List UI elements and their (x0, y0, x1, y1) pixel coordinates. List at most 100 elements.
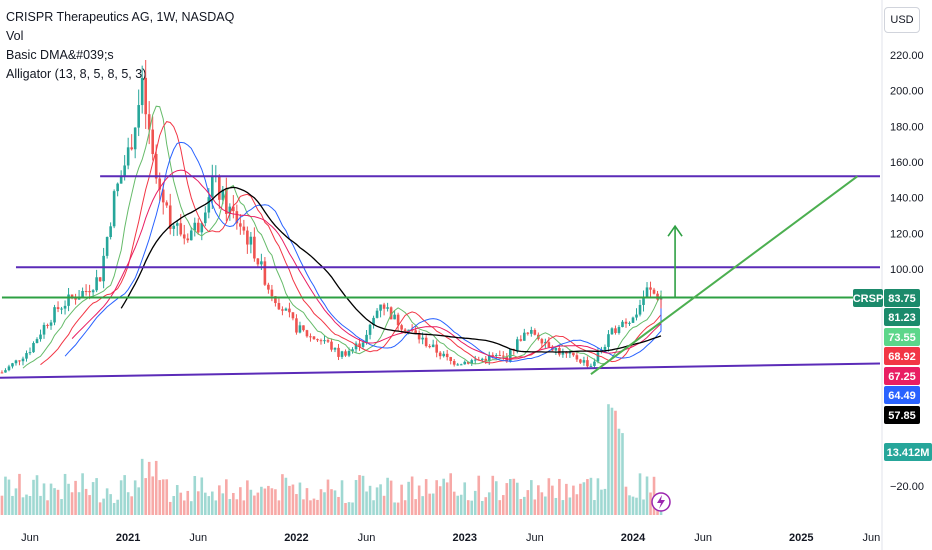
volume-bar (35, 475, 39, 515)
volume-bar (326, 479, 330, 515)
volume-bar (161, 479, 165, 515)
candle-body (593, 361, 596, 366)
alligator-jaw-line (64, 141, 662, 362)
x-axis[interactable]: Jun 2021 Jun 2022 Jun 2023 Jun 2024 Jun 2025 Jun (21, 532, 880, 544)
volume-bar (225, 479, 228, 515)
candle-body (589, 365, 593, 367)
price-tag-value: 73.55 (888, 332, 916, 344)
volume-bar (365, 491, 368, 515)
candle-body (389, 307, 393, 320)
volume-bar (144, 478, 147, 515)
candle-body (32, 343, 35, 353)
candle-body (39, 334, 42, 340)
volume-bar (445, 482, 449, 515)
lightning-icon[interactable] (651, 492, 671, 512)
candle-body (621, 321, 624, 328)
volume-bar (340, 480, 344, 515)
volume-bar (551, 485, 554, 515)
price-tag (884, 386, 920, 404)
volume-bar (466, 500, 470, 515)
candle-body (523, 332, 526, 341)
volume-bar (638, 473, 642, 515)
candle-body (635, 314, 638, 318)
volume-bar (487, 492, 491, 515)
volume-bar (491, 475, 495, 515)
volume-bar (32, 479, 35, 515)
volume-bar (330, 489, 333, 515)
volume-bar (428, 493, 431, 515)
volume-bar (473, 490, 477, 515)
x-tick-label: 2024 (621, 532, 646, 544)
candle-body (333, 347, 337, 350)
volume-bar (46, 500, 49, 515)
candle-body (438, 352, 442, 357)
candle-body (568, 352, 572, 354)
volume-bar (249, 489, 253, 515)
candle-body (572, 352, 575, 356)
y-tick-label: 120.00 (890, 228, 924, 240)
volume-bar (333, 490, 337, 515)
volume-bar (4, 476, 7, 515)
volume-bar (270, 488, 274, 515)
volume-bar (477, 475, 481, 515)
volume-bar (267, 485, 270, 515)
volume-bar (417, 485, 421, 515)
volume-bar (274, 489, 277, 515)
candle-body (642, 297, 645, 305)
y-tick-label: 220.00 (890, 50, 924, 62)
candle-body (256, 258, 260, 265)
volume-bar (242, 500, 246, 515)
volume-bar (463, 482, 467, 515)
candle-body (137, 105, 140, 128)
volume-bar (203, 492, 207, 515)
candle-body (610, 328, 614, 335)
candle-body (530, 330, 533, 334)
volume-bar (354, 480, 358, 515)
volume-bar (7, 479, 11, 515)
candle-body (98, 277, 102, 282)
candle-body (445, 353, 449, 358)
candle-body (7, 366, 11, 371)
candle-body (351, 349, 354, 352)
volume-bar (88, 495, 91, 515)
volume-bar (284, 477, 288, 515)
volume-bar (116, 499, 119, 515)
volume-bar (207, 496, 211, 515)
candle-body (579, 359, 582, 363)
candle-body (207, 197, 211, 213)
candle-body (277, 303, 281, 310)
candle-body (533, 330, 537, 335)
candle-body (84, 290, 88, 292)
candle-body (18, 360, 21, 362)
volume-bar (575, 494, 579, 515)
candle-body (211, 176, 214, 198)
volume-bar (18, 473, 21, 515)
candle-body (316, 339, 319, 341)
candle-body (382, 304, 386, 309)
volume-bar (196, 491, 200, 515)
legend-alligator[interactable]: Alligator (13, 8, 5, 8, 5, 3) (6, 67, 147, 81)
volume-bar (91, 482, 95, 515)
y-axis[interactable]: 220.00 200.00 180.00 160.00 140.00 120.00 100.… (890, 50, 924, 493)
legend-dma[interactable]: Basic DMA&#039;s (6, 48, 114, 62)
candle-body (586, 360, 589, 367)
candle-body (372, 317, 375, 325)
candle-body (151, 129, 155, 155)
candle-body (95, 277, 98, 291)
volume-bar (368, 485, 372, 515)
currency-button[interactable]: USD (884, 7, 920, 33)
x-tick-label: Jun (694, 532, 712, 544)
volume-bar (0, 495, 4, 515)
legend-vol[interactable]: Vol (6, 29, 24, 43)
volume-bar (414, 499, 417, 515)
candle-body (386, 307, 389, 309)
candle-body (561, 352, 565, 355)
candle-body (193, 222, 197, 231)
candle-body (242, 226, 246, 231)
drawing-layer[interactable] (0, 175, 881, 379)
candle-body (354, 343, 358, 350)
volume-bar (133, 480, 137, 515)
candle-body (501, 355, 505, 357)
candle-body (35, 339, 39, 344)
